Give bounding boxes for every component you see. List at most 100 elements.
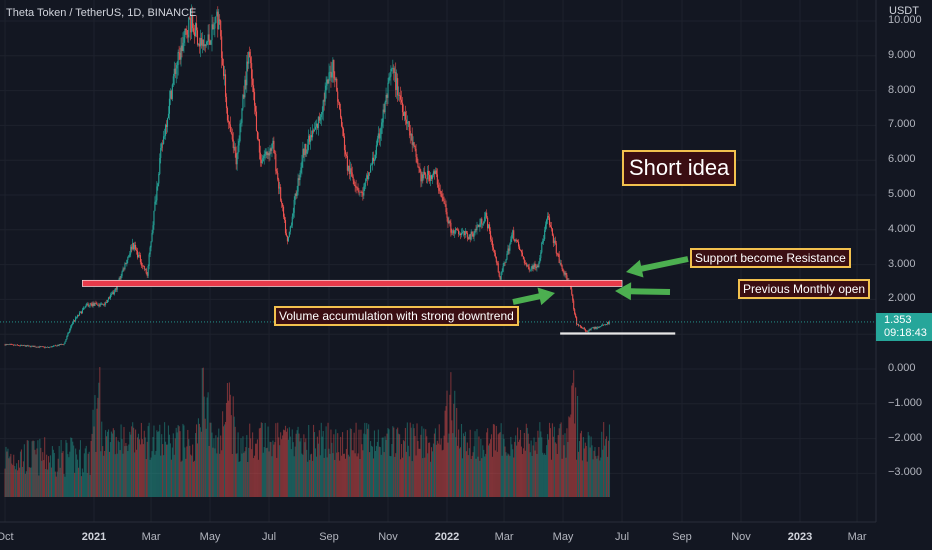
candle-body (566, 275, 568, 282)
candle-body (98, 304, 100, 306)
candle-body (54, 345, 56, 347)
candle-body (452, 230, 454, 233)
volume-bar (18, 467, 21, 497)
candle-body (498, 272, 500, 277)
candle-body (286, 235, 288, 242)
candle-body (343, 136, 346, 151)
volume-bar (350, 428, 352, 497)
candle-body (160, 147, 162, 158)
resistance-zone[interactable] (82, 279, 623, 287)
candle-body (438, 187, 440, 191)
candle-body (321, 111, 323, 115)
candle-body (41, 346, 43, 348)
volume-bar (265, 448, 267, 497)
candle-body (9, 344, 11, 345)
candle-body (581, 327, 583, 329)
candle-body (56, 345, 58, 347)
volume-bar (46, 454, 48, 497)
volume-bar (16, 463, 18, 497)
volume-bar (547, 439, 550, 497)
candle-body (243, 94, 245, 98)
candle-body (397, 78, 399, 96)
candle-body (460, 232, 463, 235)
volume-bar (544, 453, 546, 497)
volume-bar (396, 429, 398, 497)
volume-bar (484, 456, 486, 497)
candle-body (256, 131, 258, 139)
volume-bar (430, 461, 432, 497)
volume-bar (317, 443, 319, 497)
candle-body (542, 240, 544, 243)
candle-body (154, 201, 156, 211)
price-tick-label: 5.000 (888, 188, 916, 200)
candle-body (313, 129, 316, 132)
volume-bar (453, 403, 455, 497)
volume-bar (240, 438, 242, 497)
short-idea-label[interactable]: Short idea (622, 150, 737, 186)
volume-bar (189, 445, 191, 497)
arrow-icon[interactable] (512, 287, 555, 306)
volume-bar (264, 422, 266, 497)
candle-body (94, 302, 96, 306)
volume-bar (292, 442, 294, 497)
volume-bar (193, 461, 195, 497)
candle-body (173, 68, 175, 77)
volume-bar (319, 455, 321, 497)
arrow-icon[interactable] (626, 256, 689, 278)
candle-body (371, 157, 374, 165)
arrow-icon[interactable] (615, 282, 671, 301)
volume-bar (120, 424, 122, 497)
candle-body (604, 324, 606, 326)
volume-bar (355, 422, 357, 497)
last-price-tag: 1.353 09:18:43 (876, 313, 932, 341)
candle-body (442, 197, 444, 201)
volume-bar (94, 395, 96, 497)
volume-bar (295, 433, 297, 497)
volume-bar (582, 437, 584, 497)
candle-body (49, 346, 52, 348)
candle-body (387, 82, 389, 98)
candle-body (559, 262, 561, 264)
volume-note-label[interactable]: Volume accumulation with strong downtren… (274, 306, 519, 326)
volume-bar (589, 447, 591, 497)
monthly-open-label[interactable]: Previous Monthly open (738, 279, 871, 299)
price-tick-label: −2.000 (888, 431, 922, 444)
candle-body (383, 109, 385, 113)
volume-bar (586, 461, 588, 497)
volume-bar (519, 429, 522, 497)
volume-bar (373, 430, 376, 497)
volume-bar (492, 424, 494, 497)
candle-body (565, 272, 567, 276)
candle-body (323, 100, 325, 102)
candle-body (75, 317, 77, 321)
candle-body (373, 159, 376, 161)
volume-bar (182, 423, 184, 497)
volume-bar (217, 437, 219, 497)
volume-bar (538, 437, 540, 497)
candle-body (149, 247, 151, 255)
candle-body (560, 262, 562, 266)
support-resistance-label[interactable]: Support become Resistance (690, 248, 851, 268)
candle-body (491, 240, 494, 248)
candle-body (353, 180, 355, 185)
volume-bar (98, 382, 100, 497)
volume-bar (191, 455, 193, 497)
candle-body (8, 344, 10, 345)
candle-body (372, 157, 375, 161)
candle-body (362, 192, 364, 196)
volume-bar (276, 457, 278, 497)
candle-body (451, 232, 453, 234)
volume-bar (436, 440, 438, 497)
time-tick-label: 2023 (787, 531, 813, 543)
volume-bar (325, 426, 327, 497)
volume-bar (100, 451, 102, 497)
candle-body (573, 300, 575, 310)
candle-body (69, 329, 71, 333)
candle-body (509, 243, 511, 251)
volume-bar (337, 433, 339, 497)
volume-bar (485, 453, 487, 497)
volume-bar (608, 424, 611, 497)
symbol-title[interactable]: Theta Token / TetherUS, 1D, BINANCE (6, 7, 197, 19)
volume-bar (342, 432, 344, 497)
